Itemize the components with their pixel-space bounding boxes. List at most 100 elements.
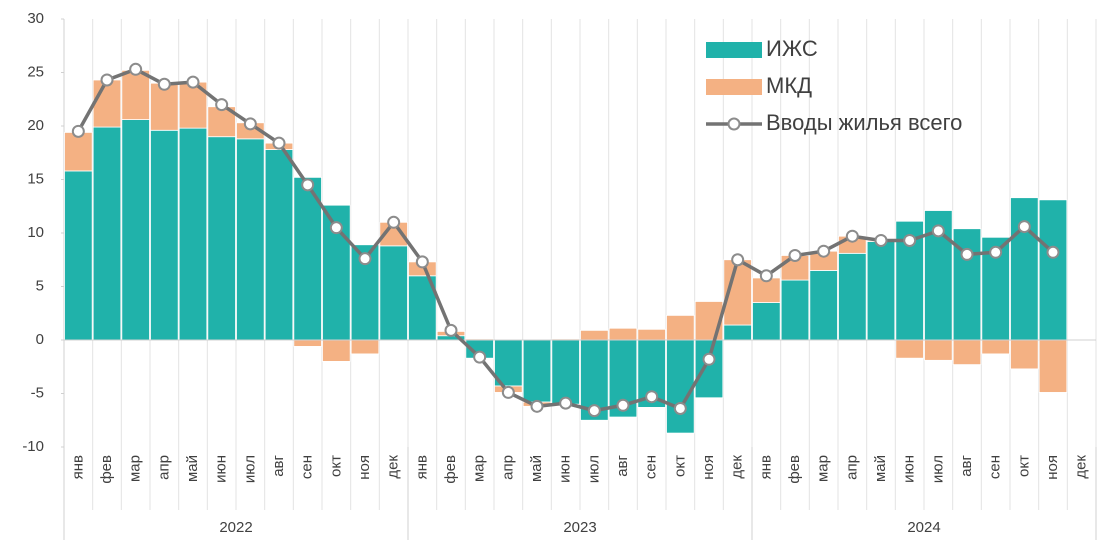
bar — [150, 82, 179, 131]
x-tick-label: янв — [413, 455, 430, 479]
point — [559, 396, 573, 410]
bar — [121, 69, 150, 120]
x-tick-label: ноя — [356, 455, 373, 480]
x-tick-label: апр — [155, 455, 172, 480]
bar — [551, 339, 580, 405]
x-tick-label: авг — [958, 454, 975, 476]
point — [358, 252, 372, 266]
x-tick-label: фев — [98, 455, 115, 484]
bar — [1010, 339, 1039, 370]
point — [1046, 245, 1060, 259]
point — [731, 253, 745, 267]
point — [129, 62, 143, 76]
bar — [1038, 339, 1068, 393]
legend-label: МКД — [766, 73, 812, 98]
bar — [809, 270, 838, 341]
bar — [895, 339, 924, 359]
bar — [150, 129, 179, 341]
x-tick-label: окт — [327, 455, 344, 477]
point — [788, 248, 802, 262]
point — [444, 323, 458, 337]
x-tick-label: апр — [843, 455, 860, 480]
bar — [952, 339, 982, 366]
x-tick-label: май — [872, 455, 889, 482]
y-tick-label: 30 — [27, 10, 44, 27]
bar — [121, 119, 150, 341]
point — [186, 75, 200, 89]
x-tick-label: июн — [213, 455, 230, 483]
x-tick-label: окт — [671, 455, 688, 477]
bar — [64, 170, 93, 341]
year-label: 2023 — [563, 519, 596, 536]
x-tick-label: мар — [471, 455, 488, 482]
x-tick-label: сен — [299, 455, 316, 479]
point — [301, 178, 315, 192]
x-tick-label: дек — [385, 455, 402, 479]
bar — [580, 329, 609, 341]
x-tick-label: ноя — [1044, 455, 1061, 480]
x-tick-label: янв — [69, 455, 86, 479]
legend-label: ИЖС — [766, 36, 818, 61]
point — [989, 245, 1003, 259]
point — [272, 136, 286, 150]
x-tick-label: июл — [929, 455, 946, 483]
point — [874, 233, 888, 247]
bar — [666, 339, 695, 434]
y-tick-label: 20 — [27, 117, 44, 134]
point — [157, 77, 171, 91]
legend-swatch — [706, 42, 762, 58]
bar — [178, 127, 208, 341]
bar — [924, 339, 953, 361]
x-tick-label: сен — [987, 455, 1004, 479]
bar — [694, 339, 724, 399]
bar — [694, 301, 724, 341]
point — [616, 398, 630, 412]
bar — [350, 339, 380, 355]
point — [960, 247, 974, 261]
y-tick-label: 0 — [36, 331, 44, 348]
point — [243, 117, 257, 131]
point — [817, 244, 831, 258]
point — [645, 390, 659, 404]
bar — [207, 136, 236, 341]
y-tick-label: 25 — [27, 63, 44, 80]
x-tick-label: май — [184, 455, 201, 482]
y-tick-label: -10 — [22, 438, 44, 455]
bar — [866, 241, 896, 341]
bar — [752, 302, 781, 341]
bar — [293, 176, 322, 341]
bar — [293, 339, 322, 347]
bar — [637, 328, 666, 341]
bar — [723, 324, 752, 341]
point — [759, 269, 773, 283]
bar — [379, 245, 408, 341]
point — [931, 224, 945, 238]
y-tick-label: -5 — [31, 384, 44, 401]
y-tick-label: 5 — [36, 277, 44, 294]
x-tick-label: мар — [127, 455, 144, 482]
point — [215, 98, 229, 112]
x-tick-label: янв — [757, 455, 774, 479]
bar — [608, 327, 638, 341]
bar — [981, 339, 1010, 355]
year-label: 2024 — [907, 519, 940, 536]
legend-point — [727, 117, 741, 131]
point — [587, 404, 601, 418]
point — [473, 350, 487, 364]
point — [702, 352, 716, 366]
point — [100, 73, 114, 87]
x-tick-label: сен — [643, 455, 660, 479]
point — [329, 221, 343, 235]
y-tick-label: 10 — [27, 224, 44, 241]
x-tick-label: июн — [901, 455, 918, 483]
bar — [236, 138, 265, 341]
bar — [1038, 199, 1068, 341]
bar — [838, 252, 867, 341]
bar — [666, 314, 695, 341]
point — [673, 401, 687, 415]
year-label: 2022 — [219, 519, 252, 536]
x-tick-label: окт — [1015, 455, 1032, 477]
legend-label: Вводы жилья всего — [766, 110, 962, 135]
x-tick-label: май — [528, 455, 545, 482]
point — [903, 233, 917, 247]
